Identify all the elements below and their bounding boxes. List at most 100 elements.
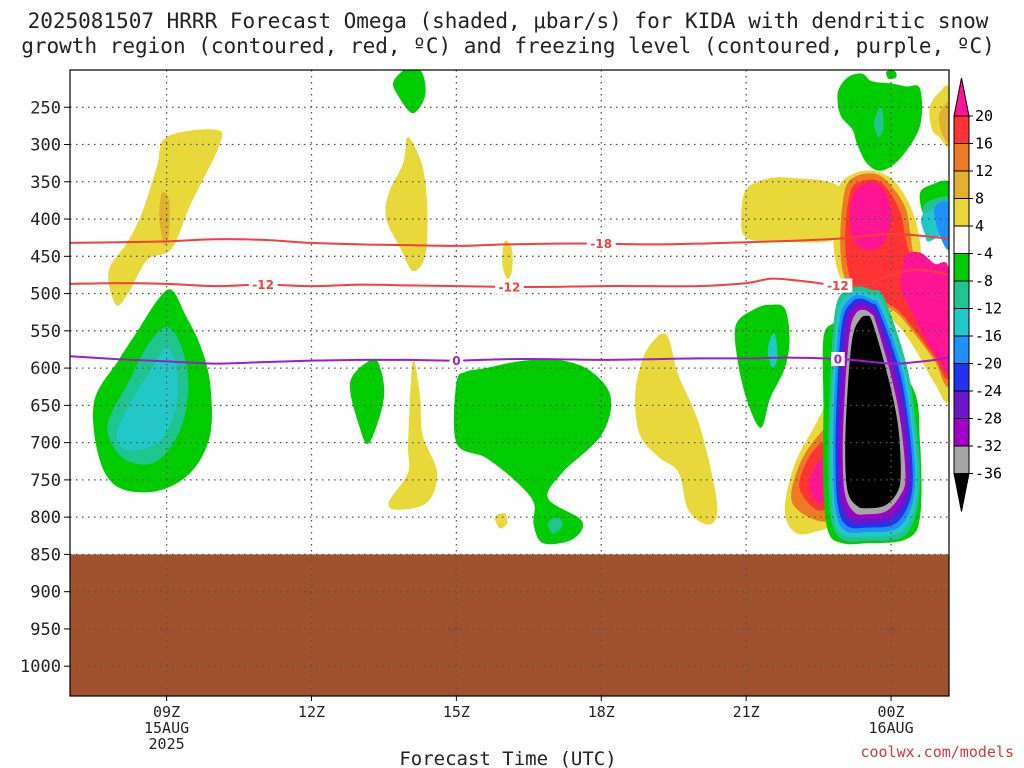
- chart-title-line-1: 2025081507 HRRR Forecast Omega (shaded, …: [28, 9, 989, 33]
- colorbar-swatch: [953, 280, 970, 309]
- colorbar-swatch: [953, 308, 970, 337]
- contour-label-background: [449, 353, 464, 368]
- x-tick-label: 15Z: [443, 703, 470, 721]
- colorbar-swatch: [953, 335, 970, 364]
- colorbar-label: -16: [975, 327, 1002, 345]
- colorbar-swatch: [953, 198, 970, 227]
- contour-label-background: [823, 278, 853, 293]
- x-tick-label: 16AUG: [868, 719, 913, 737]
- colorbar-label: -12: [975, 300, 1002, 318]
- y-tick-label: 300: [30, 136, 61, 156]
- contour-label-background: [586, 236, 616, 251]
- x-tick-label: 15AUG: [144, 719, 189, 737]
- omega-region-green-16z: [453, 359, 612, 545]
- y-tick-label: 950: [30, 620, 61, 640]
- x-axis-title: Forecast Time (UTC): [399, 748, 616, 768]
- colorbar: 20 16 12 8 4 -4 -8 -12 -16 -20 -24 -28 -32 -36: [953, 77, 1002, 512]
- omega-region-yellow-16z-dot: [502, 240, 513, 279]
- colorbar-label: 8: [975, 190, 984, 208]
- y-tick-label: 1000: [20, 657, 61, 677]
- omega-region-green-21z: [734, 304, 790, 428]
- plot-frame: [69, 69, 950, 697]
- colorbar-swatch: [953, 170, 970, 199]
- omega-region-green-top-edge: [886, 70, 897, 80]
- plot-area: -18 -12 -12 -12 0 0: [69, 69, 950, 697]
- contour-lines: -18 -12 -12 -12 0 0: [70, 232, 949, 368]
- contour-freezing-level: [70, 355, 949, 365]
- colorbar-label: 20: [975, 107, 993, 125]
- grid-lines: [70, 70, 949, 696]
- x-tick-label: 00Z: [877, 703, 904, 721]
- contour-label-background: [248, 277, 278, 292]
- credit-text: coolwx.com/models: [860, 743, 1014, 761]
- y-tick-label: 550: [30, 322, 61, 342]
- omega-region-yellow-14z-mid: [385, 137, 428, 272]
- contour-label: -18: [590, 237, 612, 251]
- omega-region-pink-22z-low: [808, 459, 827, 504]
- colorbar-swatch: [953, 445, 970, 474]
- colorbar-swatch: [953, 253, 970, 282]
- y-tick-label: 350: [30, 173, 61, 193]
- colorbar-swatch: [953, 390, 970, 419]
- omega-region-orange-top-right: [938, 102, 949, 143]
- x-tick-label: 12Z: [298, 703, 325, 721]
- colorbar-label: -24: [975, 382, 1002, 400]
- y-tick-label: 450: [30, 247, 61, 267]
- contour-label-background: [831, 352, 845, 367]
- colorbar-label: 16: [975, 135, 993, 153]
- omega-region-yellow-16z-small: [494, 513, 508, 529]
- y-tick-label: 750: [30, 471, 61, 491]
- omega-region-teal-16z: [547, 517, 563, 534]
- contour-label: -12: [499, 280, 521, 294]
- y-tick-label: 600: [30, 359, 61, 379]
- omega-region-yellow-19z: [635, 333, 718, 525]
- omega-region-cyan-09z: [116, 345, 178, 451]
- omega-region-yellow-14z-low: [388, 359, 438, 510]
- y-tick-label: 650: [30, 396, 61, 416]
- y-tick-label: 250: [30, 98, 61, 118]
- y-axis: 250 300 350 400 450 500 550 600 650 700 750 800 850 9…: [20, 98, 70, 677]
- omega-region-pink-right-lower: [900, 251, 949, 374]
- colorbar-label: -32: [975, 437, 1002, 455]
- colorbar-swatch: [953, 363, 970, 392]
- colorbar-swatch: [953, 418, 970, 447]
- colorbar-swatch: [953, 225, 970, 254]
- y-tick-label: 700: [30, 434, 61, 454]
- contour-minus18: [70, 232, 949, 247]
- colorbar-label: 4: [975, 217, 984, 235]
- contour-label-background: [495, 279, 524, 294]
- y-tick-label: 900: [30, 583, 61, 603]
- x-tick-label: 2025: [149, 735, 185, 753]
- colorbar-label: -20: [975, 355, 1002, 373]
- contour-label: -12: [827, 279, 849, 293]
- colorbar-label: -4: [975, 245, 993, 263]
- omega-shading: [92, 70, 949, 545]
- colorbar-bottom-triangle: [953, 473, 970, 512]
- colorbar-swatch: [953, 115, 970, 144]
- contour-label: 0: [452, 354, 460, 368]
- colorbar-label: 12: [975, 162, 993, 180]
- contour-label: 0: [834, 353, 842, 367]
- omega-region-teal-upper-right: [874, 106, 884, 138]
- omega-region-black-core: [845, 315, 901, 509]
- omega-region-cyan-21z-dot: [767, 333, 778, 369]
- colorbar-label: -8: [975, 272, 993, 290]
- omega-region-yellow-21z-upper: [741, 177, 845, 243]
- omega-region-green-13z: [349, 358, 385, 444]
- x-tick-label: 21Z: [733, 703, 760, 721]
- colorbar-swatch: [953, 143, 970, 172]
- x-tick-label: 18Z: [588, 703, 615, 721]
- y-tick-label: 400: [30, 210, 61, 230]
- x-tick-label: 09Z: [153, 703, 180, 721]
- ground-fill: [70, 554, 949, 696]
- below-ground-fill: [70, 554, 949, 696]
- y-tick-label: 850: [30, 545, 61, 565]
- y-tick-label: 800: [30, 508, 61, 528]
- contour-label: -12: [252, 278, 274, 292]
- omega-region-pink-right-upper: [850, 182, 891, 251]
- colorbar-label: -36: [975, 465, 1002, 483]
- chart-title-line-2: growth region (contoured, red, ºC) and f…: [21, 34, 995, 58]
- colorbar-top-triangle: [953, 77, 970, 117]
